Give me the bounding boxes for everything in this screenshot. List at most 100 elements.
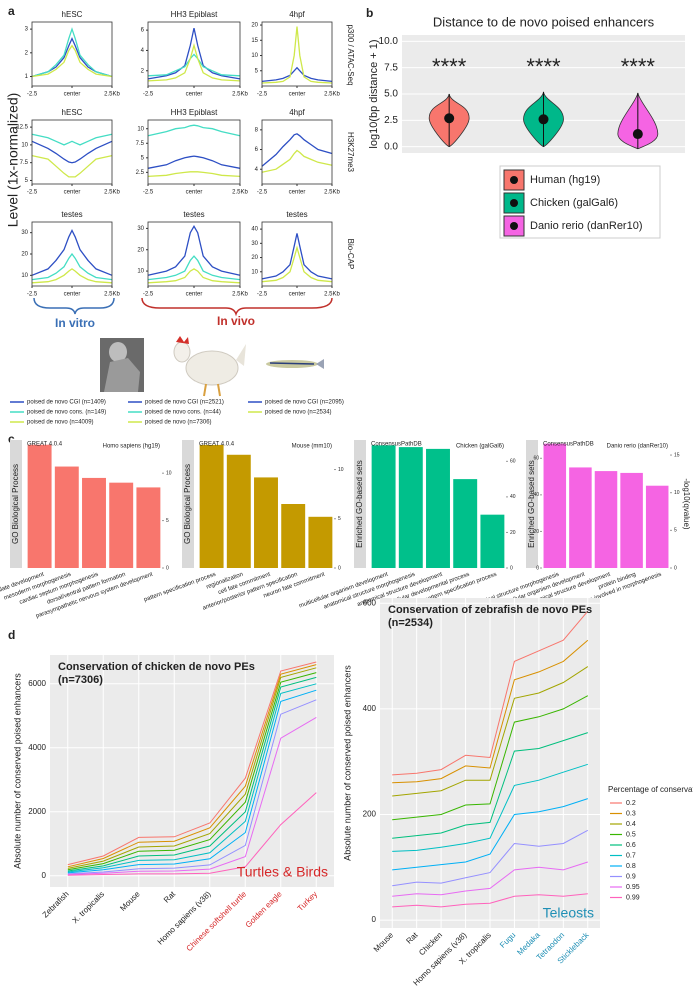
y-tick-label: 30 [21, 230, 28, 236]
y-axis-label: Enriched GO-based sets [355, 460, 364, 548]
bar [594, 471, 618, 568]
bar [453, 479, 478, 568]
x-tick-label: Fugu [498, 931, 517, 950]
median-point [444, 113, 455, 124]
y-tick-label: 20 [21, 252, 28, 258]
legend-label: 0.4 [626, 821, 636, 828]
chart-title: 4hpf [289, 108, 305, 117]
y-tick-label: 2 [25, 50, 29, 56]
x-tick-label: Rat [404, 930, 420, 946]
label-strip [526, 440, 538, 568]
chart-subtitle: (n=2534) [388, 617, 433, 629]
significance: **** [526, 54, 561, 79]
bar [136, 487, 161, 568]
chart-title: Homo sapiens (hg19) [103, 444, 160, 450]
bar [480, 514, 505, 568]
label-strip [354, 440, 366, 568]
y-axis-label: Enriched GO-based sets [527, 460, 536, 548]
y-tick-label: 0 [166, 565, 169, 571]
x-tick-label: -2.5 [257, 190, 268, 196]
bar [281, 504, 306, 568]
series-line [67, 699, 317, 875]
x-tick-label: 2.5Kb [104, 92, 120, 98]
y2-tick-label: 5 [674, 528, 677, 534]
y2-tick-label: 0 [674, 565, 677, 571]
chart-title: HH3 Epiblast [171, 108, 218, 117]
y-tick-label: 4000 [28, 743, 46, 752]
chart-title: 4hpf [289, 10, 305, 19]
y-tick-label: 2.5 [384, 115, 398, 126]
y-tick-label: 30 [251, 241, 258, 247]
legend-title: Percentage of conservation: [608, 785, 693, 794]
x-tick-label: center [186, 292, 203, 298]
legend-label: poised de novo cons. (n=149) [27, 410, 106, 416]
y-tick-label: 60 [533, 456, 539, 462]
legend-label: poised de novo (n=7306) [145, 420, 212, 426]
x-tick-label: center [186, 190, 203, 196]
source-label: GREAT 4.0.4 [199, 442, 235, 448]
chart-title: testes [286, 210, 307, 219]
chart-title: testes [61, 210, 82, 219]
legend-label: 0.2 [626, 800, 636, 807]
bar [308, 516, 333, 568]
y-tick-label: 5 [25, 178, 29, 184]
y2-axis-label: -log10(qvalue) [682, 478, 691, 529]
y-tick-label: 40 [510, 494, 516, 500]
y-tick-label: 10 [338, 467, 344, 473]
x-tick-label: 2.5Kb [232, 92, 248, 98]
plot-frame [147, 119, 241, 185]
legend-label: Danio rerio (danRer10) [530, 220, 643, 232]
y-tick-label: 6 [255, 147, 259, 153]
legend-label: 0.5 [626, 831, 636, 838]
series-line [392, 639, 589, 784]
chart-title: hESC [62, 108, 83, 117]
y-tick-label: 5 [141, 155, 145, 161]
series-line [147, 155, 241, 169]
row-label: p300 / ATAC-Seq [346, 24, 355, 85]
y-tick-label: 20 [251, 23, 258, 29]
series-line [261, 233, 333, 280]
plot-frame [31, 119, 113, 185]
label-strip [182, 440, 194, 568]
legend-label: 0.9 [626, 873, 636, 880]
y-tick-label: 2 [141, 68, 145, 74]
chicken-image [173, 336, 246, 397]
series-line [31, 133, 113, 146]
panel-label: a [8, 4, 15, 18]
median-point [632, 129, 643, 140]
series-line [67, 661, 317, 866]
legend-label: poised de novo CGI (n=2521) [145, 400, 224, 406]
y-tick-label: 60 [510, 459, 516, 465]
series-line [67, 676, 317, 872]
plot-frame [147, 21, 241, 87]
group-label: In vivo [217, 314, 255, 328]
significance: **** [621, 54, 656, 79]
series-line [147, 53, 241, 77]
y2-tick-label: 10 [674, 490, 680, 496]
series-line [392, 861, 588, 897]
statue-image [100, 338, 144, 392]
y-tick-label: 0 [42, 871, 47, 880]
median-point [538, 114, 549, 125]
y-tick-label: 4 [255, 167, 259, 173]
zebrafish-image [266, 359, 324, 369]
x-tick-label: 2.5Kb [324, 190, 340, 196]
bar [645, 485, 669, 568]
bar [27, 444, 52, 568]
y-tick-label: 10 [251, 53, 258, 59]
y-tick-label: 40 [533, 492, 539, 498]
y-tick-label: 0 [338, 565, 341, 571]
y-tick-label: 20 [533, 529, 539, 535]
x-tick-label: center [289, 190, 306, 196]
x-tick-label: Turkey [296, 890, 319, 913]
y-tick-label: 6000 [28, 679, 46, 688]
series-line [261, 133, 333, 167]
chart-title: HH3 Epiblast [171, 10, 218, 19]
legend-label: 0.99 [626, 894, 640, 901]
legend-label: poised de novo (n=4009) [27, 420, 94, 426]
y-tick-label: 10 [251, 269, 258, 275]
chart-title: Distance to de novo poised enhancers [433, 14, 655, 29]
plot-frame [261, 221, 333, 287]
y2-tick-label: 15 [674, 452, 680, 458]
